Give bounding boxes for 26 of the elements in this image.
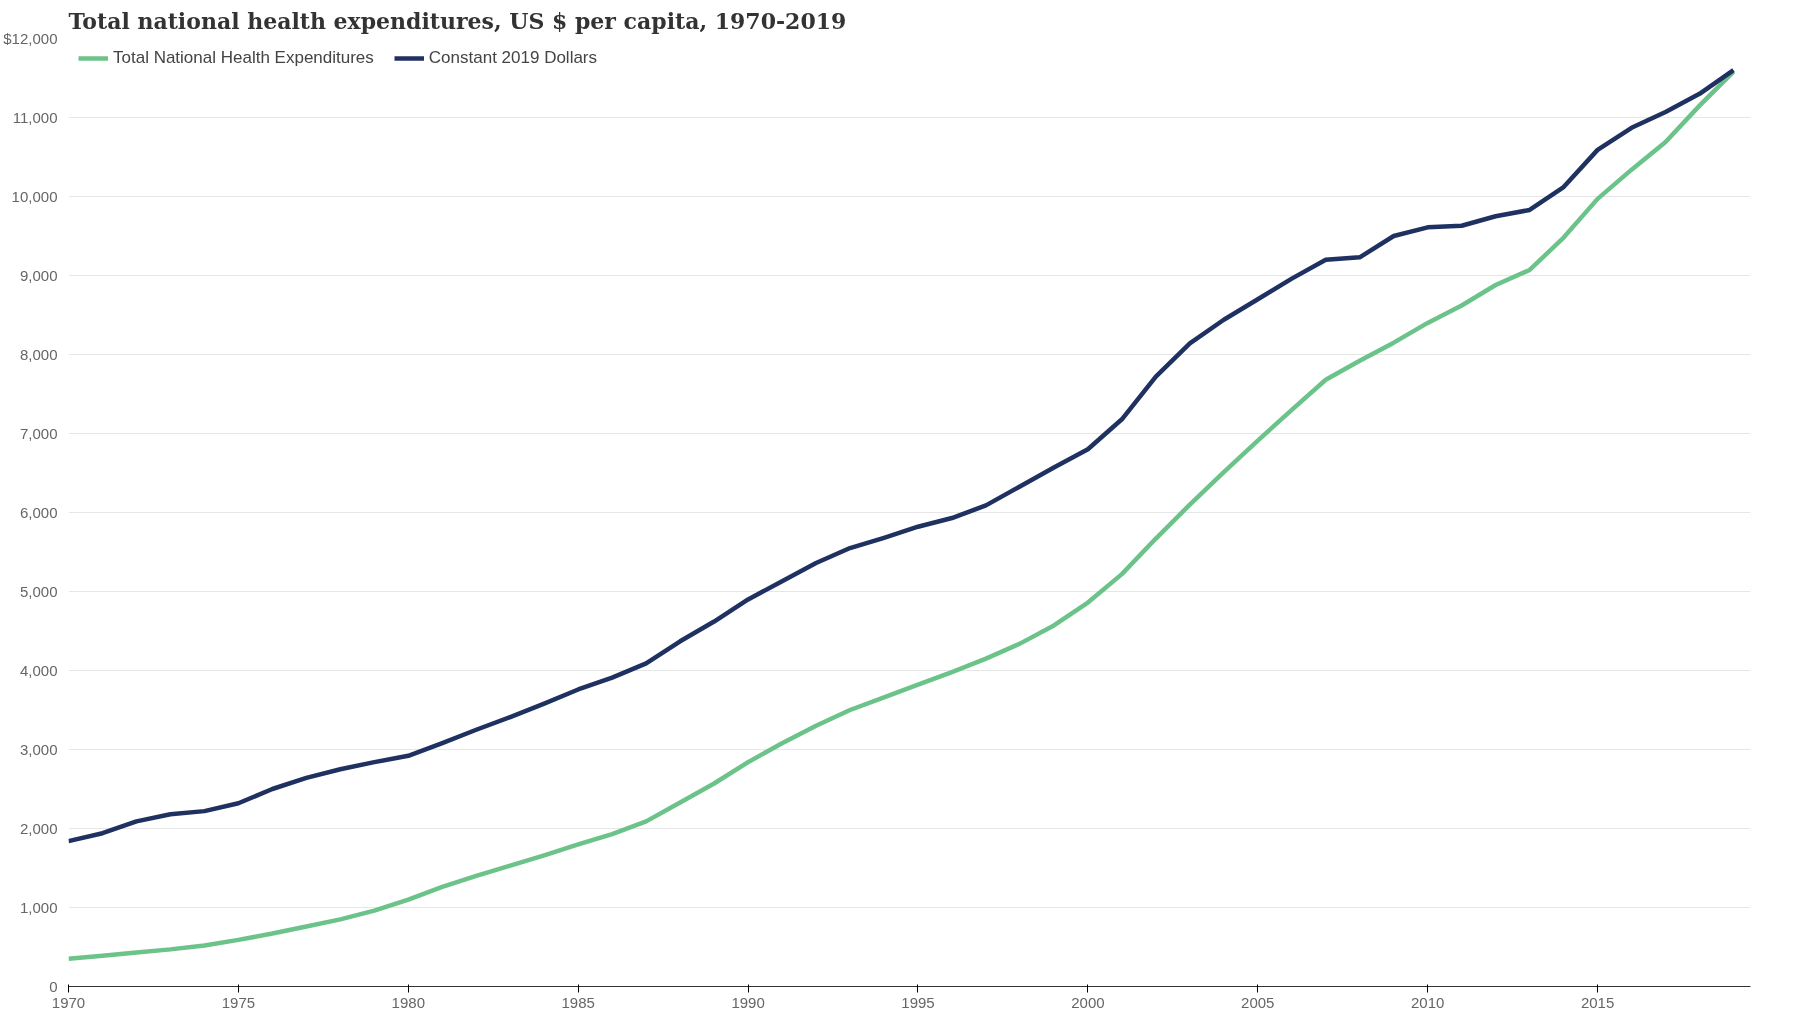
legend-label: Total National Health Expenditures — [113, 48, 374, 68]
x-tick-label: 2005 — [1241, 993, 1275, 1011]
x-tick-label: 1980 — [391, 993, 425, 1011]
y-tick-label: 4,000 — [19, 662, 58, 679]
y-tick-label: 1,000 — [19, 899, 58, 916]
y-tick-label: 7,000 — [19, 425, 58, 442]
y-tick-label: 8,000 — [19, 346, 58, 363]
y-tick-label: 3,000 — [19, 741, 58, 758]
x-tick-label: 1975 — [221, 993, 256, 1011]
y-tick-label: 5,000 — [19, 583, 58, 600]
legend-label: Constant 2019 Dollars — [428, 48, 598, 68]
x-tick-label: 1995 — [901, 993, 935, 1011]
y-tick-label: 11,000 — [12, 109, 58, 126]
y-tick-label: 0 — [49, 978, 58, 995]
chart-title: Total national health expenditures, US $ per capita, 1970-2019 — [68, 7, 847, 34]
y-tick-label: 2,000 — [19, 820, 58, 837]
y-tick-label: $12,000 — [3, 30, 58, 47]
y-tick-label: 9,000 — [19, 267, 58, 284]
y-tick-label: 10,000 — [11, 188, 58, 205]
x-tick-label: 2000 — [1071, 993, 1105, 1011]
y-tick-label: 6,000 — [19, 504, 58, 521]
x-tick-label: 1985 — [561, 993, 595, 1011]
x-tick-label: 1970 — [51, 993, 86, 1011]
x-tick-label: 2015 — [1580, 993, 1615, 1011]
x-tick-label: 1990 — [731, 993, 765, 1011]
x-tick-label: 2010 — [1411, 993, 1445, 1011]
